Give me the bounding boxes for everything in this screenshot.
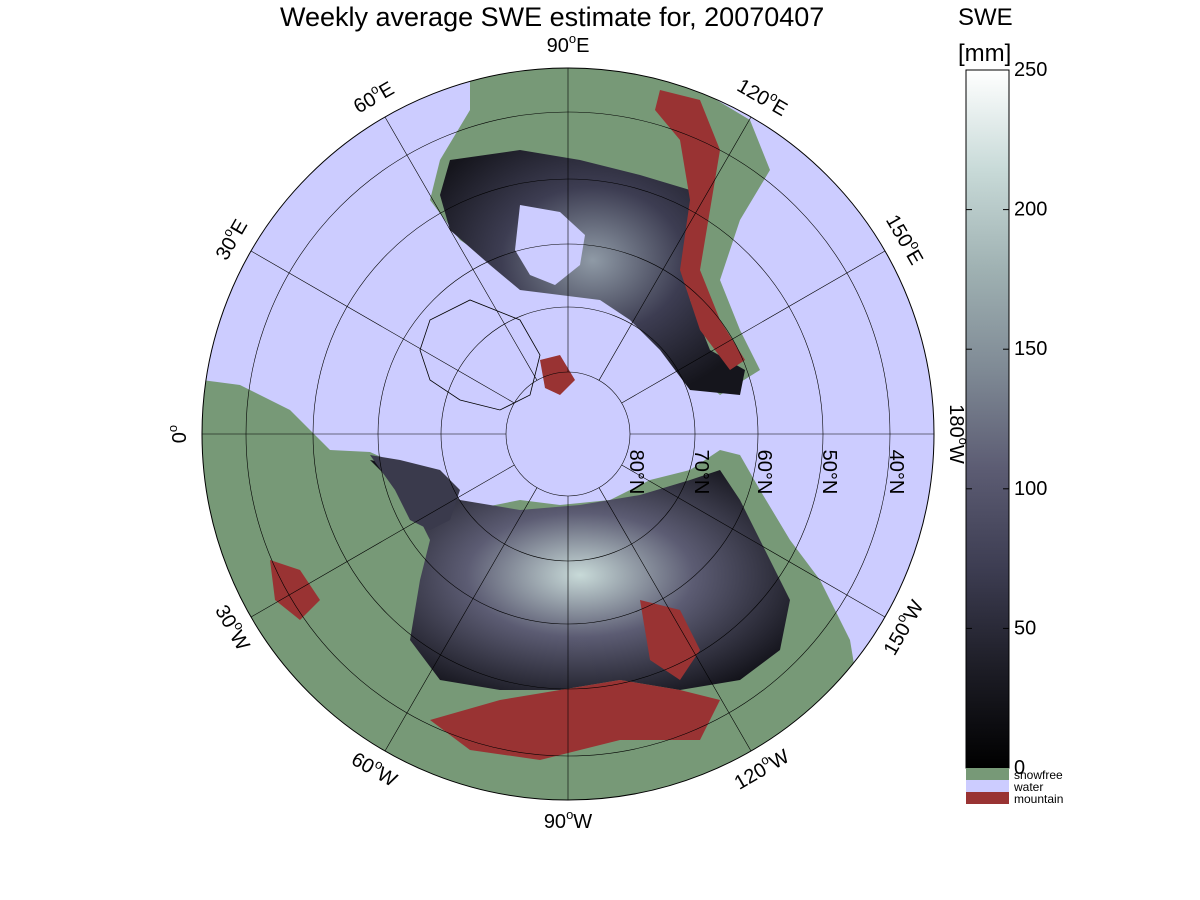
category-swatch	[966, 792, 1009, 804]
colorbar-tick-label: 0	[1014, 757, 1025, 779]
scandinavia-snow	[370, 455, 460, 530]
meridian-line	[384, 487, 538, 752]
longitude-label: 90oW	[544, 807, 592, 834]
latitude-label: 50°N	[818, 450, 840, 495]
latitude-label: 40°N	[885, 450, 907, 495]
longitude-label: 90oE	[547, 31, 590, 58]
latitude-label: 60°N	[753, 450, 775, 495]
colorbar-title: SWE	[958, 4, 1013, 31]
meridian-line	[250, 464, 515, 618]
longitude-label: 180oW	[945, 404, 972, 464]
meridian-line	[598, 116, 752, 381]
greenland-coast-mountain	[540, 355, 575, 395]
colorbar-tick-label: 100	[1014, 478, 1047, 500]
latitude-label: 70°N	[690, 450, 712, 495]
colorbar-tick-label: 150	[1014, 338, 1047, 360]
meridian-line	[250, 250, 515, 404]
colorbar-tick-label: 50	[1014, 617, 1036, 639]
latitude-labels: 80°N 70°N 60°N 50°N 40°N	[625, 450, 907, 495]
meridian-line	[384, 116, 538, 381]
category-label: water	[1013, 780, 1043, 794]
graticule	[201, 67, 935, 801]
meridian-line	[598, 487, 752, 752]
himalaya-mountains	[430, 680, 720, 760]
longitude-label: 60oE	[348, 74, 398, 118]
colorbar-tick-label: 250	[1014, 59, 1047, 81]
colorbar-tick-label: 200	[1014, 199, 1047, 221]
colorbar-unit: [mm]	[958, 40, 1012, 67]
colorbar-gradient	[965, 69, 1010, 769]
longitude-label: 30oE	[208, 214, 252, 264]
alps-mountains	[270, 560, 320, 620]
category-swatch	[966, 780, 1009, 792]
north-america-snow-cover	[440, 150, 745, 395]
category-label: snowfree	[1014, 768, 1063, 782]
category-label: mountain	[1014, 792, 1063, 806]
rocky-mountains	[655, 90, 745, 370]
meridian-line	[621, 250, 886, 404]
meridian-line	[621, 464, 886, 618]
longitude-label: 0o	[165, 425, 192, 443]
latitude-label: 80°N	[625, 450, 647, 495]
category-swatch	[966, 768, 1009, 780]
greenland-outline	[419, 299, 541, 411]
figure-title: Weekly average SWE estimate for, 2007040…	[280, 2, 825, 32]
map-disc	[202, 68, 934, 800]
east-asia-mountains	[640, 600, 700, 680]
